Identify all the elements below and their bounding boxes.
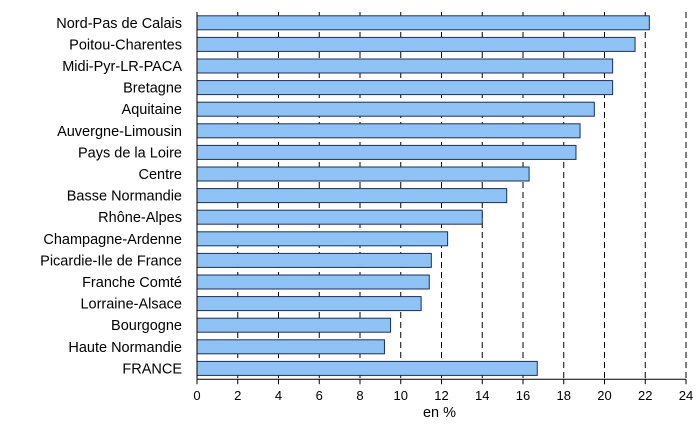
- category-label: Lorraine-Alsace: [80, 297, 182, 313]
- x-tick-label: 20: [597, 388, 611, 403]
- category-label: Basse Normandie: [67, 189, 182, 205]
- bar: [196, 123, 581, 139]
- x-tick-label: 8: [356, 388, 363, 403]
- bar: [196, 317, 392, 333]
- category-label: Haute Normandie: [68, 340, 182, 356]
- bar: [196, 15, 650, 31]
- category-label: Picardie-Ile de France: [40, 253, 182, 269]
- category-label: Rhône-Alpes: [98, 210, 182, 226]
- bar: [196, 144, 577, 160]
- category-label: Champagne-Ardenne: [43, 232, 182, 248]
- x-tick-label: 10: [394, 388, 408, 403]
- bar: [196, 80, 614, 96]
- category-label: Pays de la Loire: [78, 145, 182, 161]
- x-tick-label: 12: [434, 388, 448, 403]
- category-label: Bretagne: [123, 81, 182, 97]
- bar: [196, 339, 385, 355]
- bar: [196, 36, 636, 52]
- bar: [196, 101, 595, 117]
- x-tick-label: 0: [193, 388, 200, 403]
- bar: [196, 360, 538, 376]
- category-label: Poitou-Charentes: [69, 37, 182, 53]
- category-label: Bourgogne: [111, 318, 182, 334]
- x-axis-title: en %: [423, 405, 456, 421]
- bar: [196, 252, 432, 268]
- x-tick-label: 24: [679, 388, 693, 403]
- category-label: FRANCE: [122, 361, 182, 377]
- x-tick-label: 18: [557, 388, 571, 403]
- category-label: Midi-Pyr-LR-PACA: [62, 59, 182, 75]
- x-tick-label: 14: [475, 388, 489, 403]
- category-label: Auvergne-Limousin: [57, 124, 182, 140]
- bar: [196, 188, 508, 204]
- x-tick-label: 16: [516, 388, 530, 403]
- x-tick-label: 2: [234, 388, 241, 403]
- category-label: Aquitaine: [122, 102, 182, 118]
- category-labels: Nord-Pas de Calais Poitou-Charentes Midi-P…: [40, 16, 182, 378]
- bar: [196, 209, 483, 225]
- category-label: Centre: [138, 167, 182, 183]
- bar: [196, 58, 614, 74]
- bars: [196, 15, 650, 376]
- bar: [196, 274, 430, 290]
- x-axis: 0 2 4 6 8 10 12 14 16 18 20 22 24: [193, 12, 693, 403]
- category-label: Nord-Pas de Calais: [56, 16, 182, 32]
- category-label: Franche Comté: [82, 275, 182, 291]
- bar: [196, 231, 449, 247]
- x-tick-label: 4: [275, 388, 282, 403]
- bar: [196, 296, 422, 312]
- x-tick-label: 6: [316, 388, 323, 403]
- x-tick-label: 22: [638, 388, 652, 403]
- bar: [196, 166, 530, 182]
